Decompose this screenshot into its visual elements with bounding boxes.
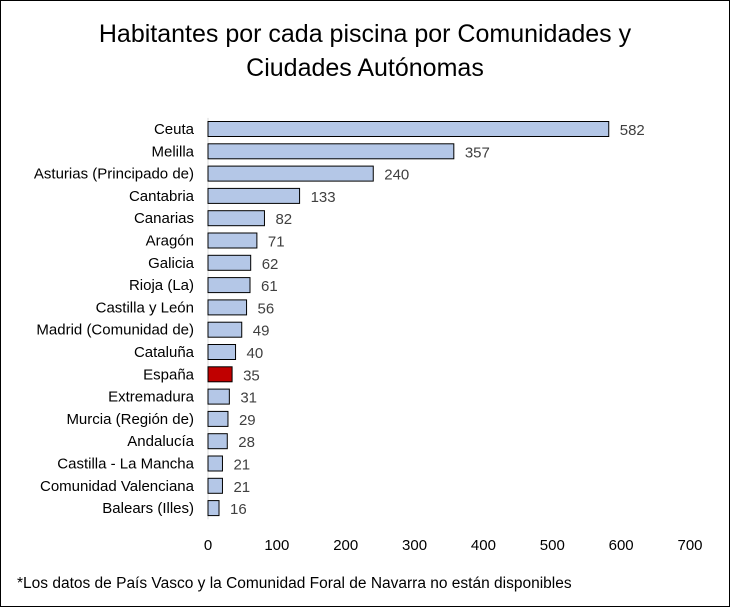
- bar: [207, 410, 229, 427]
- bar: [207, 165, 374, 182]
- chart-title-line-1: Habitantes por cada piscina por Comunida…: [98, 20, 632, 48]
- data-label: 21: [233, 479, 250, 496]
- data-label: 49: [253, 323, 270, 340]
- category-label: Andalucía: [127, 433, 194, 450]
- category-label: Galicia: [148, 255, 195, 272]
- chart-title: Habitantes por cada piscina por Comunida…: [1, 17, 729, 85]
- category-label: Castilla y León: [96, 299, 194, 316]
- bar: [207, 366, 233, 383]
- data-label: 240: [384, 167, 409, 184]
- x-tick-label: 200: [333, 537, 358, 554]
- category-label: Asturias (Principado de): [34, 166, 194, 183]
- data-label: 28: [238, 434, 255, 451]
- x-tick-label: 0: [204, 537, 212, 554]
- data-label: 35: [243, 367, 260, 384]
- data-label: 29: [239, 412, 256, 429]
- data-label: 133: [311, 189, 336, 206]
- x-tick-label: 500: [540, 537, 565, 554]
- data-label: 71: [268, 234, 285, 251]
- bar: [207, 477, 223, 494]
- bar: [207, 433, 228, 450]
- bar: [207, 344, 237, 360]
- bar: [207, 187, 301, 204]
- bar: [207, 143, 455, 160]
- category-label: Cantabria: [129, 188, 195, 205]
- data-label: 40: [247, 345, 264, 362]
- data-label: 582: [620, 122, 645, 139]
- bar: [207, 388, 230, 405]
- bar: [207, 500, 220, 517]
- bar: [207, 121, 610, 137]
- bar: [207, 299, 248, 316]
- data-label: 31: [240, 390, 257, 407]
- bar: [207, 277, 251, 294]
- data-label: 56: [258, 300, 275, 317]
- bar: [207, 455, 223, 472]
- bar: [207, 254, 252, 271]
- category-label: Canarias: [134, 210, 194, 227]
- x-tick-label: 700: [677, 537, 702, 554]
- data-label: 61: [261, 278, 278, 295]
- category-label: Rioja (La): [129, 277, 194, 294]
- category-label: Comunidad Valenciana: [40, 478, 195, 495]
- category-label: Cataluña: [134, 344, 195, 361]
- category-label: Extremadura: [108, 389, 195, 406]
- category-label: España: [143, 366, 195, 383]
- x-tick-label: 300: [402, 537, 427, 554]
- category-label: Aragón: [146, 233, 194, 250]
- data-label: 16: [230, 501, 247, 518]
- category-label: Murcia (Región de): [66, 411, 194, 428]
- bar: [207, 232, 258, 249]
- category-label: Balears (Illes): [102, 500, 194, 517]
- category-label: Melilla: [151, 143, 194, 160]
- category-label: Ceuta: [154, 121, 195, 138]
- x-tick-label: 600: [609, 537, 634, 554]
- category-label: Madrid (Comunidad de): [36, 322, 194, 339]
- data-label: 21: [233, 457, 250, 474]
- bar: [207, 210, 265, 227]
- x-tick-label: 100: [264, 537, 289, 554]
- bar: [207, 321, 243, 338]
- chart-title-line-2: Ciudades Autónomas: [246, 54, 484, 82]
- data-label: 82: [275, 211, 292, 228]
- footnote: *Los datos de País Vasco y la Comunidad …: [17, 575, 572, 592]
- category-label: Castilla - La Mancha: [57, 456, 194, 473]
- x-tick-label: 400: [471, 537, 496, 554]
- data-label: 357: [465, 144, 490, 161]
- data-label: 62: [262, 256, 279, 273]
